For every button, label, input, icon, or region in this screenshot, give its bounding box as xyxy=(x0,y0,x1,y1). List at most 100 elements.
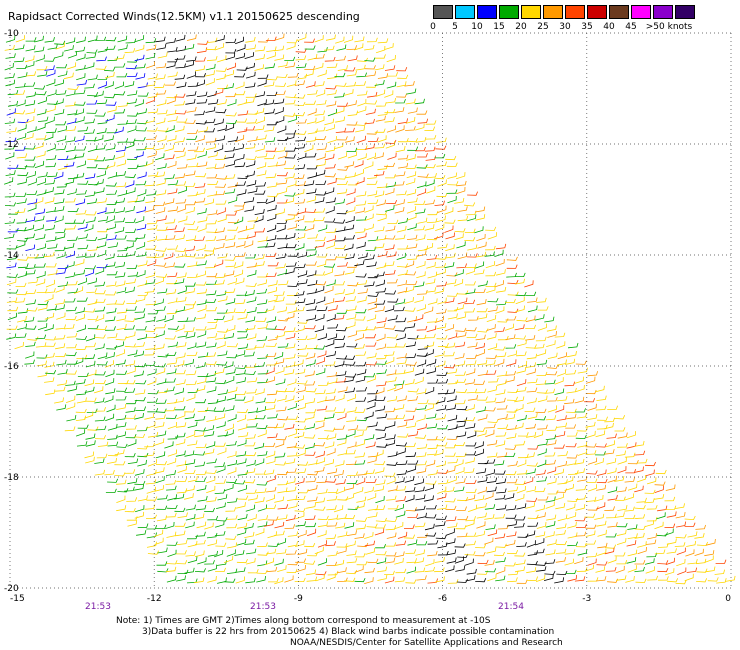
wind-barb xyxy=(16,64,28,70)
wind-barb xyxy=(114,449,125,456)
wind-barb xyxy=(84,83,95,89)
wind-barb xyxy=(317,434,329,440)
wind-barb xyxy=(394,557,404,565)
wind-barb xyxy=(5,170,16,176)
wind-barb xyxy=(525,502,536,509)
wind-barb xyxy=(135,313,145,320)
wind-barb xyxy=(484,492,494,500)
wind-barb xyxy=(555,405,565,413)
wind-barb xyxy=(457,252,468,260)
wind-barb xyxy=(126,367,136,375)
wind-barb xyxy=(17,124,27,132)
wind-barb xyxy=(87,426,99,431)
wind-barb xyxy=(574,376,584,384)
wind-barb xyxy=(187,388,199,394)
wind-barb xyxy=(547,405,557,413)
wind-barb xyxy=(214,163,226,169)
wind-barb xyxy=(377,574,388,581)
wind-barb xyxy=(637,541,647,548)
wind-barb xyxy=(26,307,38,312)
legend-swatch xyxy=(499,5,519,19)
wind-barb xyxy=(397,217,408,224)
wind-barb xyxy=(284,56,296,62)
wind-barb xyxy=(176,205,186,213)
wind-barb xyxy=(124,317,136,322)
wind-barb xyxy=(235,567,246,573)
wind-barb xyxy=(244,289,255,297)
wind-barb xyxy=(347,55,358,62)
wind-barb xyxy=(166,398,178,404)
wind-barb xyxy=(403,524,415,529)
wind-barb xyxy=(654,549,666,555)
wind-barb xyxy=(327,177,337,185)
wind-barb xyxy=(507,388,519,394)
wind-barb xyxy=(265,404,276,411)
wind-barb xyxy=(134,196,145,203)
wind-barb xyxy=(654,481,666,486)
wind-barb xyxy=(47,269,58,276)
wind-barb xyxy=(25,244,36,251)
wind-barb xyxy=(276,179,288,185)
wind-barb xyxy=(324,413,335,420)
wind-barb xyxy=(263,520,274,527)
wind-barb xyxy=(224,123,235,131)
wind-barb xyxy=(387,384,397,392)
wind-barb xyxy=(416,414,426,422)
wind-barb xyxy=(696,578,708,583)
wind-barb xyxy=(276,224,286,233)
wind-barb xyxy=(476,396,488,401)
wind-barb xyxy=(97,207,107,215)
wind-barb xyxy=(317,521,328,528)
wind-barb xyxy=(485,226,497,231)
wind-barb xyxy=(457,206,468,212)
wind-barb xyxy=(65,126,77,132)
wind-barb xyxy=(316,89,326,97)
wind-barb xyxy=(424,126,436,131)
wind-barb xyxy=(86,49,98,54)
legend-swatch xyxy=(433,5,453,19)
wind-barb xyxy=(337,496,349,501)
wind-barb xyxy=(376,433,386,440)
wind-barb xyxy=(25,71,37,77)
wind-barb xyxy=(436,308,447,314)
wind-barb xyxy=(317,333,327,341)
wind-barb xyxy=(344,67,356,72)
wind-barb xyxy=(25,351,35,359)
wind-barb xyxy=(397,154,409,160)
wind-barb xyxy=(237,513,248,521)
wind-barb xyxy=(155,153,165,161)
wind-barb xyxy=(125,360,136,367)
wind-barb xyxy=(224,270,235,277)
wind-barb xyxy=(24,156,36,161)
wind-barb xyxy=(546,371,558,376)
wind-barb xyxy=(376,199,386,207)
wind-barb xyxy=(536,522,547,529)
wind-barb xyxy=(345,289,355,296)
wind-barb xyxy=(325,478,337,483)
wind-barb xyxy=(405,442,416,448)
wind-barb xyxy=(587,506,599,511)
wind-barb xyxy=(375,543,386,549)
wind-barb xyxy=(65,37,76,45)
map-title: Rapidsact Corrected Winds(12.5KM) v1.1 2… xyxy=(8,10,360,23)
wind-barb xyxy=(537,459,547,468)
wind-barb xyxy=(694,533,705,539)
wind-barb xyxy=(37,300,49,306)
wind-barb xyxy=(17,263,29,269)
wind-barb xyxy=(436,442,448,447)
wind-barb xyxy=(616,559,628,565)
wind-barb xyxy=(437,378,449,384)
wind-barb xyxy=(327,333,338,341)
wind-barb xyxy=(206,386,217,393)
wind-barb xyxy=(146,190,157,196)
wind-barb xyxy=(245,344,257,350)
wind-barb xyxy=(207,539,218,547)
wind-barb xyxy=(34,142,44,150)
wind-barb xyxy=(335,116,346,123)
wind-barb xyxy=(65,136,76,143)
wind-barb xyxy=(364,540,376,547)
wind-barb xyxy=(587,484,597,492)
wind-barb xyxy=(345,172,356,179)
wind-barb xyxy=(325,534,337,540)
wind-barb xyxy=(66,306,77,312)
